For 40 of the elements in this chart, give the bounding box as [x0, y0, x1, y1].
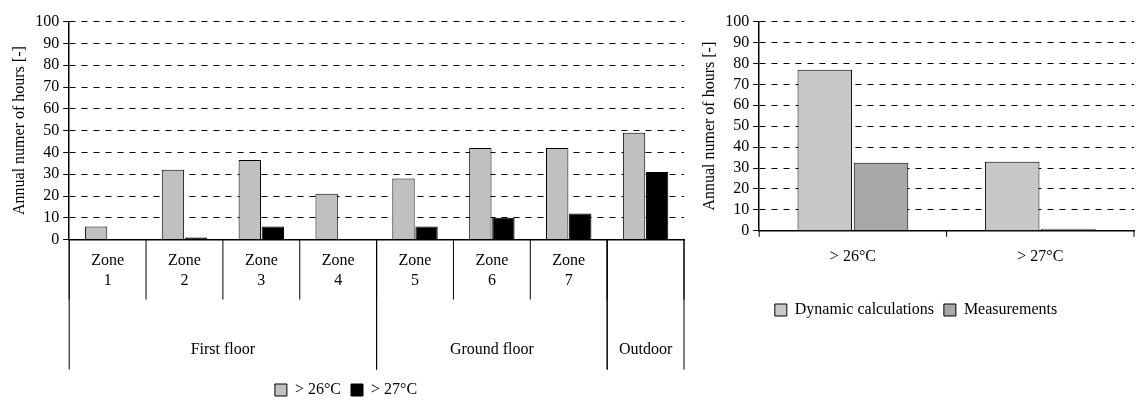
y-tick-label: 0	[51, 229, 60, 247]
x-tick-label: Zone 5	[398, 251, 432, 288]
y-tick-label: 30	[43, 164, 60, 182]
y-tick-label: 100	[725, 11, 750, 29]
text: Ground floor	[449, 339, 535, 357]
x-tick-label: > 27°C	[1017, 246, 1064, 264]
y-tick-label: 60	[733, 95, 750, 113]
y-tick-label: 70	[733, 74, 750, 92]
y-tick-label: 40	[733, 137, 750, 155]
text: Outdoor	[618, 339, 673, 357]
text: First floor	[190, 339, 256, 357]
x-tick-label: Zone 2	[168, 251, 201, 288]
y-tick-label: 20	[43, 186, 60, 204]
x-tick-label: Zone 6	[475, 251, 509, 288]
y-tick-label: 30	[733, 158, 750, 176]
x-tick-label: Zone 1	[91, 251, 125, 288]
x-tick-label: Zone 4	[321, 251, 355, 288]
legend-label: > 26°C	[294, 380, 341, 398]
y-tick-label: 10	[43, 208, 60, 225]
y-tick-label: 80	[733, 53, 750, 71]
y-tick-label: 20	[733, 179, 750, 197]
y-tick-label: 90	[43, 33, 60, 51]
y-tick-label: 0	[741, 221, 750, 238]
x-tick-label: > 26°C	[829, 246, 876, 264]
y-tick-label: 40	[43, 142, 60, 160]
y-tick-label: 50	[733, 116, 750, 134]
y-tick-label: 60	[43, 99, 60, 116]
legend-label: Measurements	[963, 300, 1058, 318]
y-axis-title: Annual numer of hours [-]	[699, 41, 717, 211]
x-tick-label: Zone 7	[552, 251, 586, 288]
legend-label: > 27°C	[371, 380, 418, 398]
y-tick-label: 90	[733, 32, 750, 50]
legend-label: Dynamic calculations	[794, 300, 934, 319]
y-tick-label: 70	[43, 77, 60, 95]
y-axis-title: Annual numer of hours [-]	[9, 46, 27, 216]
y-tick-label: 100	[35, 11, 60, 29]
y-tick-label: 80	[43, 55, 60, 73]
x-tick-label: Zone 3	[244, 251, 278, 288]
y-tick-label: 10	[733, 200, 750, 218]
y-tick-label: 50	[43, 120, 60, 138]
